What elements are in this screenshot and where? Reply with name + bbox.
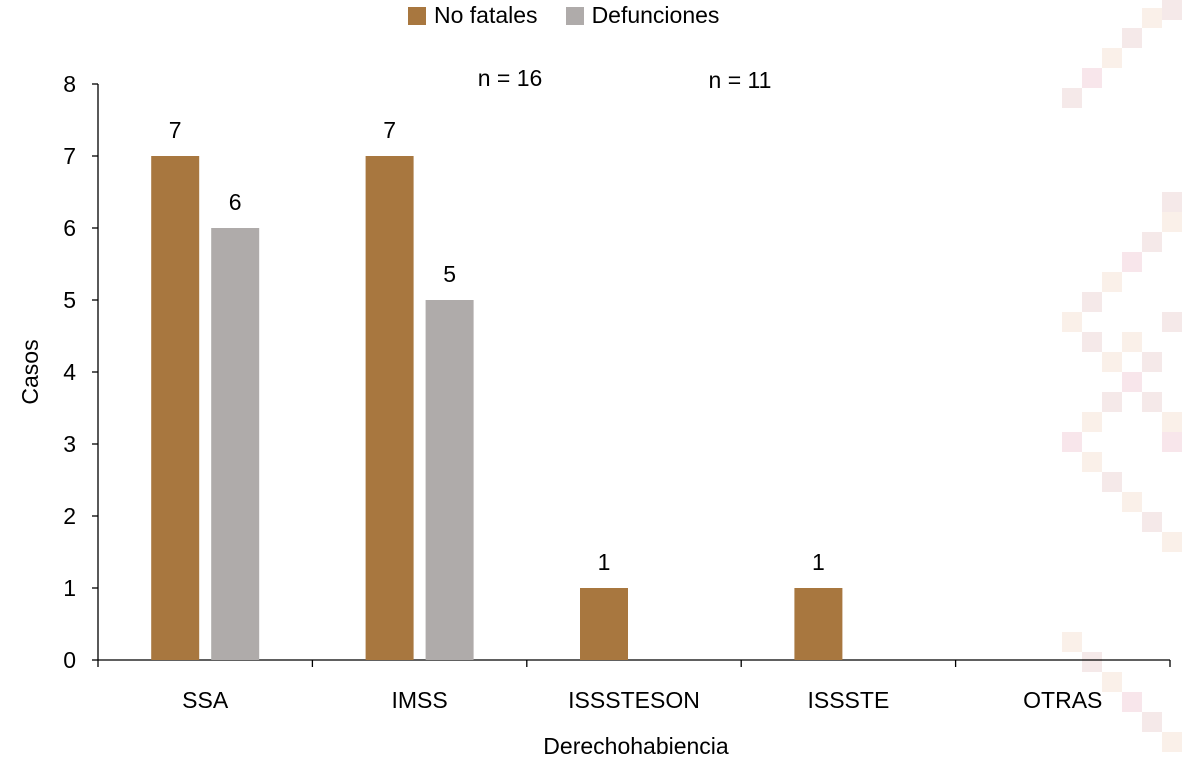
decor-square xyxy=(1162,732,1182,752)
decor-square xyxy=(1082,332,1102,352)
legend-item-no-fatales: No fatales xyxy=(408,2,538,29)
decor-square xyxy=(1082,292,1102,312)
decor-square xyxy=(1102,672,1122,692)
decor-square xyxy=(1102,352,1122,372)
data-label: 7 xyxy=(383,117,396,143)
decor-square xyxy=(1082,452,1102,472)
decor-square xyxy=(1102,392,1122,412)
legend-label-defunciones: Defunciones xyxy=(591,2,720,28)
decor-square xyxy=(1162,432,1182,452)
y-tick-label: 0 xyxy=(63,647,76,673)
decor-square xyxy=(1162,212,1182,232)
chart-legend: No fatales Defunciones xyxy=(408,2,747,29)
decor-square xyxy=(1142,712,1162,732)
legend-swatch-no-fatales xyxy=(408,6,426,25)
decor-square xyxy=(1122,28,1142,48)
y-tick-label: 6 xyxy=(63,215,76,241)
y-tick-label: 8 xyxy=(63,71,76,97)
y-tick-label: 1 xyxy=(63,575,76,601)
data-label: 6 xyxy=(229,189,242,215)
decor-square xyxy=(1162,312,1182,332)
legend-swatch-defunciones xyxy=(565,6,584,25)
bar-defunciones xyxy=(211,228,260,660)
decor-square xyxy=(1142,232,1162,252)
annotation-n-11: n = 11 xyxy=(709,67,772,93)
x-tick-label: ISSSTE xyxy=(807,687,889,713)
bar-no-fatales xyxy=(580,588,628,660)
bar-no-fatales xyxy=(365,156,414,660)
bar-no-fatales xyxy=(151,156,200,660)
x-tick-label: OTRAS xyxy=(1023,687,1102,713)
decor-square xyxy=(1142,8,1162,28)
decor-square xyxy=(1162,0,1182,20)
decor-square xyxy=(1062,432,1082,452)
x-tick-label: SSA xyxy=(182,687,229,713)
axes: 0 1 2 3 4 5 6 7 8 SSA IMSS ISSSTESON ISSSTE OTRAS xyxy=(63,71,1171,713)
decor-square xyxy=(1122,252,1142,272)
decor-square xyxy=(1062,312,1082,332)
decor-square xyxy=(1122,372,1142,392)
decor-square xyxy=(1102,272,1122,292)
decor-square xyxy=(1142,392,1162,412)
decor-square xyxy=(1122,492,1142,512)
data-label: 1 xyxy=(812,549,825,575)
decor-square xyxy=(1122,332,1142,352)
y-tick-label: 2 xyxy=(63,503,76,529)
data-label: 1 xyxy=(598,549,611,575)
decor-square xyxy=(1102,472,1122,492)
decor-square xyxy=(1142,352,1162,372)
decor-square xyxy=(1142,512,1162,532)
decor-square xyxy=(1082,68,1102,88)
data-label: 5 xyxy=(443,261,456,287)
annotation-n-16: n = 16 xyxy=(478,65,543,91)
x-tick-label: ISSSTESON xyxy=(568,687,700,713)
decor-square xyxy=(1062,632,1082,652)
legend-item-defunciones: Defunciones xyxy=(565,2,720,29)
decor-square xyxy=(1162,532,1182,552)
decor-square xyxy=(1102,48,1122,68)
data-label: 7 xyxy=(169,117,182,143)
x-axis-title: Derechohabiencia xyxy=(543,733,729,759)
decor-square xyxy=(1082,652,1102,672)
background-decoration xyxy=(1062,0,1182,752)
decor-square xyxy=(1122,692,1142,712)
y-tick-label: 4 xyxy=(63,359,76,385)
bar-defunciones xyxy=(425,300,474,660)
y-axis-title: Casos xyxy=(17,339,43,404)
y-tick-label: 7 xyxy=(63,143,76,169)
decor-square xyxy=(1162,412,1182,432)
x-tick-label: IMSS xyxy=(391,687,447,713)
decor-square xyxy=(1082,412,1102,432)
legend-label-no-fatales: No fatales xyxy=(434,2,538,28)
y-tick-label: 5 xyxy=(63,287,76,313)
decor-square xyxy=(1162,192,1182,212)
y-tick-label: 3 xyxy=(63,431,76,457)
data-labels: 7 7 1 1 6 5 xyxy=(169,117,825,575)
bar-no-fatales xyxy=(794,588,843,660)
bars xyxy=(151,156,843,660)
decor-square xyxy=(1062,88,1082,108)
